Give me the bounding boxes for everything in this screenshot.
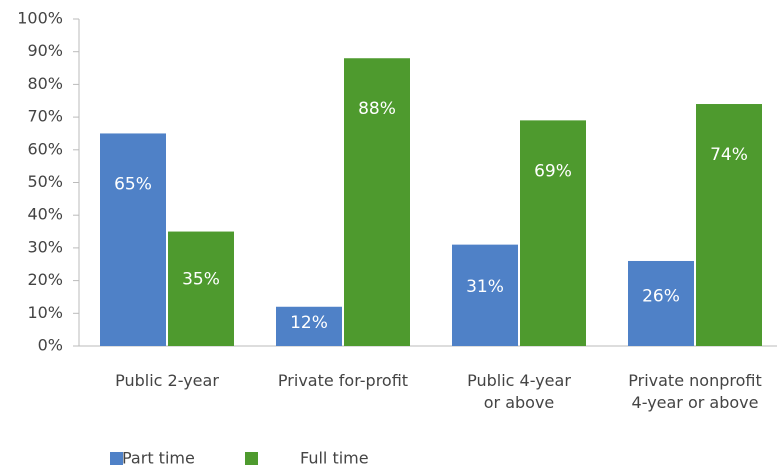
bar	[100, 133, 166, 346]
y-tick-label: 0%	[38, 336, 63, 355]
legend-label: Part time	[122, 449, 195, 468]
y-tick-label: 70%	[27, 107, 63, 126]
y-tick-label: 10%	[27, 303, 63, 322]
bar	[520, 120, 586, 347]
bar	[452, 244, 518, 346]
y-tick-label: 80%	[27, 74, 63, 93]
x-tick-label-line: 4-year or above	[632, 393, 759, 412]
y-tick-label: 30%	[27, 237, 63, 256]
value-label: 74%	[710, 145, 748, 165]
legend-swatch	[245, 452, 258, 465]
x-tick-label-line: Private for-profit	[278, 371, 408, 390]
bar	[628, 260, 694, 346]
x-tick-label: Public 4-year or above	[467, 371, 571, 412]
bar	[276, 306, 342, 346]
y-tick-label: 20%	[27, 270, 63, 289]
value-label: 12%	[290, 313, 328, 333]
legend-label: Full time	[300, 449, 369, 468]
bar	[344, 58, 410, 347]
value-label: 88%	[358, 99, 396, 119]
value-label: 26%	[642, 287, 680, 307]
y-tick-label: 100%	[17, 9, 63, 28]
x-tick-label-line: Public 2-year	[115, 371, 219, 390]
bar	[168, 231, 234, 346]
value-label: 31%	[466, 277, 504, 297]
x-tick-label-line: or above	[484, 393, 555, 412]
y-tick-label: 40%	[27, 205, 63, 224]
value-label: 65%	[114, 174, 152, 194]
value-label: 69%	[534, 161, 572, 181]
x-tick-label: Private for-profit	[278, 371, 408, 390]
y-tick-label: 50%	[27, 172, 63, 191]
value-label: 35%	[182, 270, 220, 290]
x-tick-label: Public 2-year	[115, 371, 219, 390]
legend-swatch	[110, 452, 123, 465]
y-tick-label: 90%	[27, 41, 63, 60]
x-tick-label: Private nonprofit 4-year or above	[628, 371, 761, 412]
y-tick-label: 60%	[27, 139, 63, 158]
bar	[696, 104, 762, 347]
x-tick-label-line: Private nonprofit	[628, 371, 761, 390]
x-tick-label-line: Public 4-year	[467, 371, 571, 390]
